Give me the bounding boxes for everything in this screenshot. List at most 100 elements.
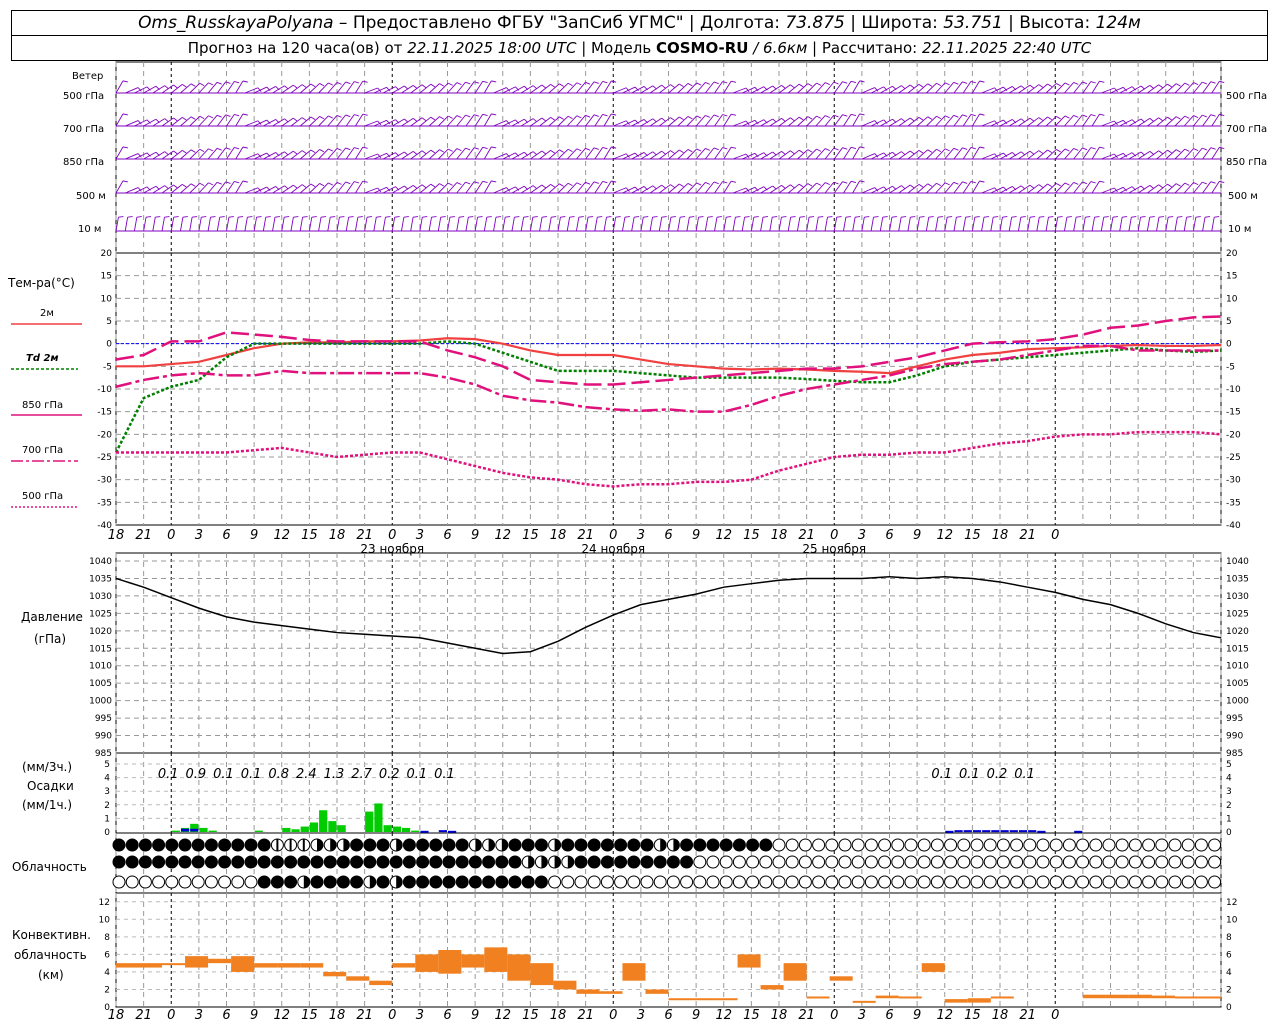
cloud-circle [1168, 875, 1182, 889]
x-tick-label: 18 [550, 1008, 567, 1023]
wind-barb [723, 217, 727, 232]
cloud-symbol [772, 875, 786, 889]
wind-feather [634, 216, 640, 218]
cloud-symbol [864, 855, 878, 869]
prec-ytick-left: 4 [104, 774, 110, 784]
cloud-circle [1181, 838, 1195, 852]
wind-barb [824, 147, 835, 160]
cloud-symbol [1142, 838, 1156, 852]
wind-feather [643, 216, 649, 218]
wind-barb [806, 82, 817, 94]
wind-barb [585, 147, 595, 160]
wind-feather [274, 216, 280, 218]
wind-feather [366, 216, 373, 218]
wind-feather [1047, 116, 1053, 121]
cloud-symbol [812, 875, 826, 889]
wind-feather [328, 148, 333, 152]
wind-barb [907, 150, 920, 160]
cloud-symbol [640, 855, 654, 869]
cloud-fill [231, 839, 244, 851]
temp-ytick-left: -15 [97, 408, 112, 418]
cloud-circle [125, 875, 139, 889]
wind-barb [1202, 114, 1212, 127]
wind-barb [971, 217, 976, 232]
wind-barb [557, 148, 569, 160]
wind-barb [787, 217, 792, 232]
conv-ytick-right: 4 [1226, 968, 1232, 978]
wind-feather [319, 116, 325, 120]
cloud-symbol [297, 875, 311, 889]
cloud-symbol [125, 875, 139, 889]
wind-feather [137, 87, 142, 92]
conv-bar [1105, 994, 1129, 999]
cloud-symbol [191, 855, 205, 869]
cloud-symbol [878, 855, 892, 869]
wind-feather [781, 216, 787, 218]
conv-bar [162, 963, 186, 966]
wind-barb [345, 181, 355, 194]
wind-barb [309, 116, 320, 127]
wind-feather [506, 187, 511, 192]
cloud-symbol [548, 838, 562, 852]
wind-feather [1167, 183, 1172, 188]
cloud-fill [231, 856, 244, 868]
wind-barb [493, 87, 507, 94]
x-tick-label: 12 [936, 1008, 953, 1023]
x-tick-label: 15 [743, 1008, 760, 1023]
wind-feather [190, 83, 196, 87]
wind-feather [310, 116, 316, 121]
wind-feather [199, 115, 205, 120]
wind-barb [677, 183, 689, 194]
wind-barb [852, 180, 861, 194]
wind-barb [548, 116, 560, 127]
day-label: 25 ноября [802, 542, 866, 556]
wind-barb [530, 150, 543, 160]
wind-barb [364, 87, 378, 94]
snow-bar [1009, 830, 1018, 833]
wind-feather [1158, 84, 1163, 89]
cloud-half [396, 839, 403, 851]
wind-feather [386, 87, 391, 92]
x-tick-label: 18 [108, 528, 125, 543]
wind-feather [687, 116, 693, 120]
wind-barb [815, 217, 819, 232]
cloud-circle [1142, 855, 1156, 869]
wind-barb [530, 84, 543, 94]
wind-barb [1137, 150, 1151, 160]
wind-barb [189, 182, 201, 194]
cloud-fill [429, 839, 442, 851]
wind-barb [1165, 116, 1177, 127]
wind-feather [859, 146, 865, 149]
wind-feather [754, 187, 759, 192]
wind-feather [661, 84, 666, 89]
cloud-fill [218, 856, 231, 868]
rain-bar [319, 810, 328, 832]
conv-bar [760, 985, 784, 990]
wind-feather [182, 184, 187, 188]
temp-label: Тем-ра(°С) [7, 276, 75, 290]
cloud-symbol [429, 838, 443, 852]
cloud-fill [759, 839, 772, 851]
cloud-circle [1089, 838, 1103, 852]
wind-barb [999, 186, 1013, 194]
wind-barb [355, 180, 364, 194]
wind-barb [410, 117, 423, 127]
wind-barb [981, 153, 995, 160]
wind-barb [797, 83, 809, 94]
cloud-symbol [812, 838, 826, 852]
cloud-fill [337, 876, 350, 888]
wind-barb [1156, 149, 1168, 160]
wind-barb [1174, 115, 1186, 127]
wind-barb [852, 146, 861, 160]
wind-feather [1047, 183, 1053, 188]
cloud-circle [798, 838, 812, 852]
cloud-circle [1208, 838, 1222, 852]
cloud-symbol [350, 838, 364, 852]
x-tick-label: 6 [664, 1008, 672, 1023]
wind-feather [532, 85, 538, 90]
wind-feather [918, 84, 924, 88]
cloud-fill [350, 839, 363, 851]
wind-barb [290, 217, 294, 232]
wind-feather [1122, 187, 1127, 192]
wind-barb [309, 183, 320, 194]
